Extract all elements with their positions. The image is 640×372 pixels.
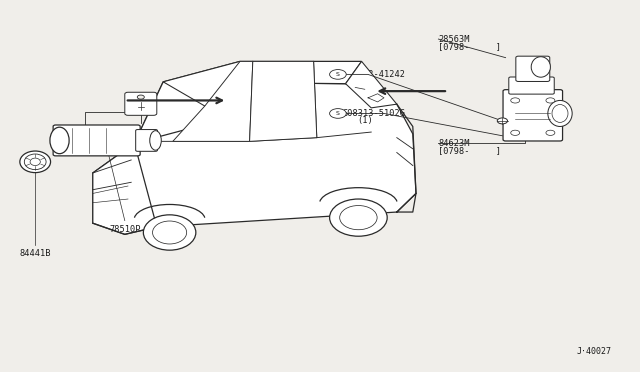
Polygon shape	[173, 61, 253, 141]
Ellipse shape	[552, 105, 568, 122]
Ellipse shape	[24, 154, 46, 170]
Polygon shape	[134, 82, 240, 143]
Circle shape	[546, 98, 555, 103]
Circle shape	[511, 98, 520, 103]
Ellipse shape	[20, 151, 51, 173]
Circle shape	[497, 118, 508, 124]
Text: S08313-5102G: S08313-5102G	[342, 109, 405, 118]
FancyBboxPatch shape	[509, 77, 554, 94]
Ellipse shape	[150, 131, 161, 150]
Ellipse shape	[340, 205, 377, 230]
Text: 78510P: 78510P	[109, 225, 141, 234]
Circle shape	[330, 109, 346, 118]
Text: 84623M: 84623M	[438, 139, 470, 148]
Polygon shape	[93, 82, 416, 227]
Polygon shape	[250, 61, 317, 141]
Ellipse shape	[548, 100, 572, 126]
Polygon shape	[163, 61, 240, 106]
Text: [0798-     ]: [0798- ]	[438, 42, 501, 51]
Ellipse shape	[152, 221, 187, 244]
Text: 84441B: 84441B	[19, 249, 51, 258]
Text: S08543-41242: S08543-41242	[342, 70, 405, 79]
Text: (2): (2)	[357, 77, 373, 86]
FancyBboxPatch shape	[136, 129, 157, 151]
Text: [0798-     ]: [0798- ]	[438, 146, 501, 155]
Circle shape	[138, 95, 145, 99]
Circle shape	[330, 70, 346, 79]
Circle shape	[511, 130, 520, 135]
FancyBboxPatch shape	[125, 92, 157, 115]
Polygon shape	[163, 61, 362, 84]
Ellipse shape	[50, 127, 69, 154]
Polygon shape	[93, 143, 157, 234]
FancyBboxPatch shape	[53, 125, 140, 156]
FancyBboxPatch shape	[516, 56, 550, 81]
Text: 28563M: 28563M	[438, 35, 470, 44]
FancyBboxPatch shape	[503, 90, 563, 141]
Text: J·40027: J·40027	[576, 347, 611, 356]
Ellipse shape	[330, 199, 387, 236]
Text: (1): (1)	[357, 116, 373, 125]
Ellipse shape	[30, 158, 40, 166]
Circle shape	[546, 130, 555, 135]
Text: S: S	[336, 72, 340, 77]
Ellipse shape	[143, 215, 196, 250]
Ellipse shape	[531, 57, 550, 77]
Polygon shape	[346, 61, 397, 108]
Text: S: S	[336, 111, 340, 116]
